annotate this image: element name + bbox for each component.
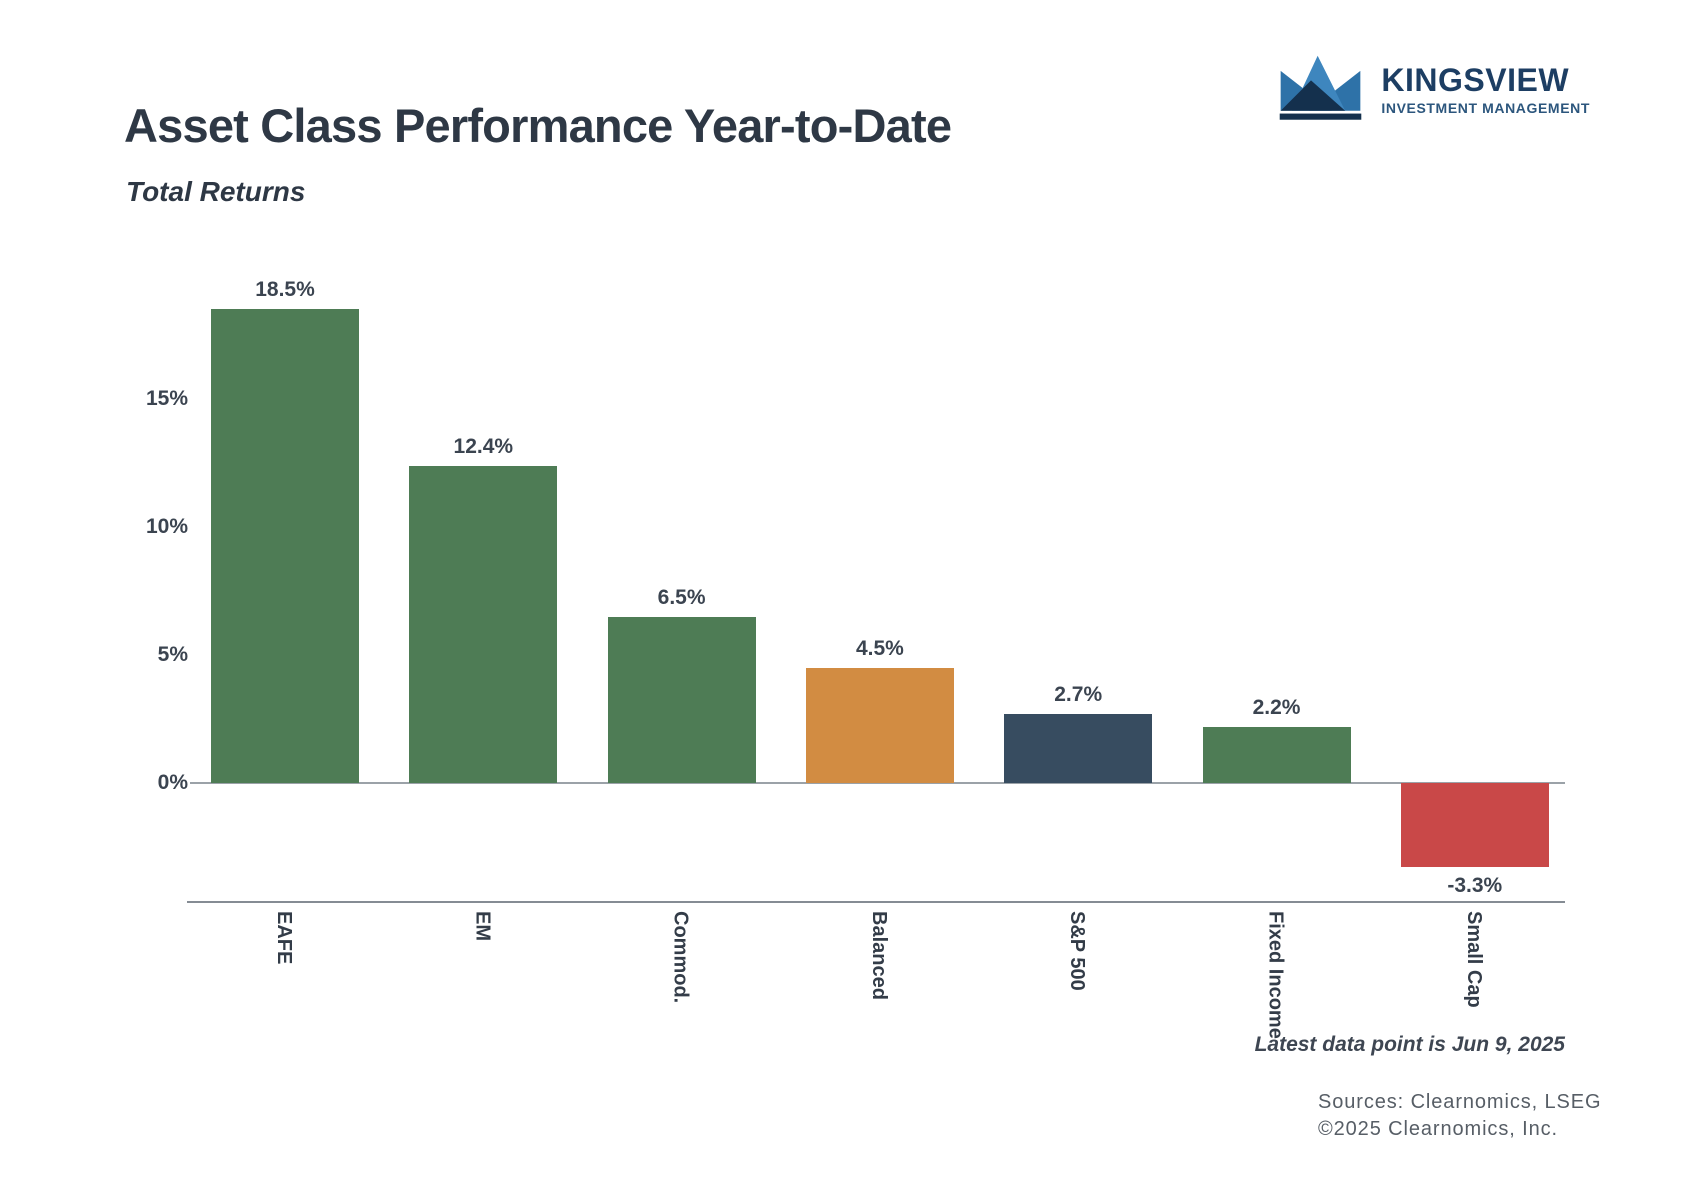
x-axis-category-label: EM xyxy=(471,911,494,941)
latest-data-note: Latest data point is Jun 9, 2025 xyxy=(1254,1033,1565,1056)
bar-s-p-500 xyxy=(1004,713,1153,783)
sources-note: Sources: Clearnomics, LSEG ©2025 Clearno… xyxy=(1318,1089,1602,1143)
kingsview-logo: KINGSVIEW INVESTMENT MANAGEMENT xyxy=(1273,50,1590,129)
x-axis-category-label: Commod. xyxy=(669,911,692,1004)
x-axis-category-label: Balanced xyxy=(867,911,890,1000)
crown-icon xyxy=(1273,50,1368,129)
zero-gridline xyxy=(190,782,1565,784)
bar-commod xyxy=(607,616,756,783)
bar-eafe xyxy=(211,309,359,783)
chart-subtitle: Total Returns xyxy=(126,176,306,207)
logo-tagline: INVESTMENT MANAGEMENT xyxy=(1381,100,1590,116)
bar-value-label: 2.2% xyxy=(1252,695,1301,719)
y-axis-tick-label: 5% xyxy=(157,643,188,666)
logo-text: KINGSVIEW INVESTMENT MANAGEMENT xyxy=(1381,63,1590,116)
bar-value-label: 6.5% xyxy=(657,585,706,609)
y-axis-tick-label: 10% xyxy=(145,515,188,538)
sources-line-1: Sources: Clearnomics, LSEG xyxy=(1318,1091,1602,1113)
bar-value-label: -3.3% xyxy=(1447,874,1503,898)
x-axis-category-label: Fixed Income xyxy=(1264,911,1287,1039)
bar-value-label: 4.5% xyxy=(855,636,904,660)
bar-balanced xyxy=(805,667,954,783)
y-axis-tick-label: 0% xyxy=(157,771,188,794)
bar-em xyxy=(409,465,558,783)
logo-name: KINGSVIEW xyxy=(1381,62,1570,98)
chart-title: Asset Class Performance Year-to-Date xyxy=(124,99,952,152)
x-axis-line xyxy=(187,901,1565,903)
sources-line-2: ©2025 Clearnomics, Inc. xyxy=(1318,1118,1558,1140)
x-axis-category-label: Small Cap xyxy=(1462,911,1485,1008)
x-axis-category-label: S&P 500 xyxy=(1066,911,1089,991)
y-axis-tick-label: 15% xyxy=(145,387,188,410)
bar-value-label: 12.4% xyxy=(453,434,514,458)
bar-value-label: 18.5% xyxy=(255,278,315,302)
bar-value-label: 2.7% xyxy=(1054,682,1103,706)
bar-small-cap xyxy=(1400,783,1549,868)
x-axis-category-label: EAFE xyxy=(273,911,295,965)
bar-fixed-income xyxy=(1202,726,1351,783)
